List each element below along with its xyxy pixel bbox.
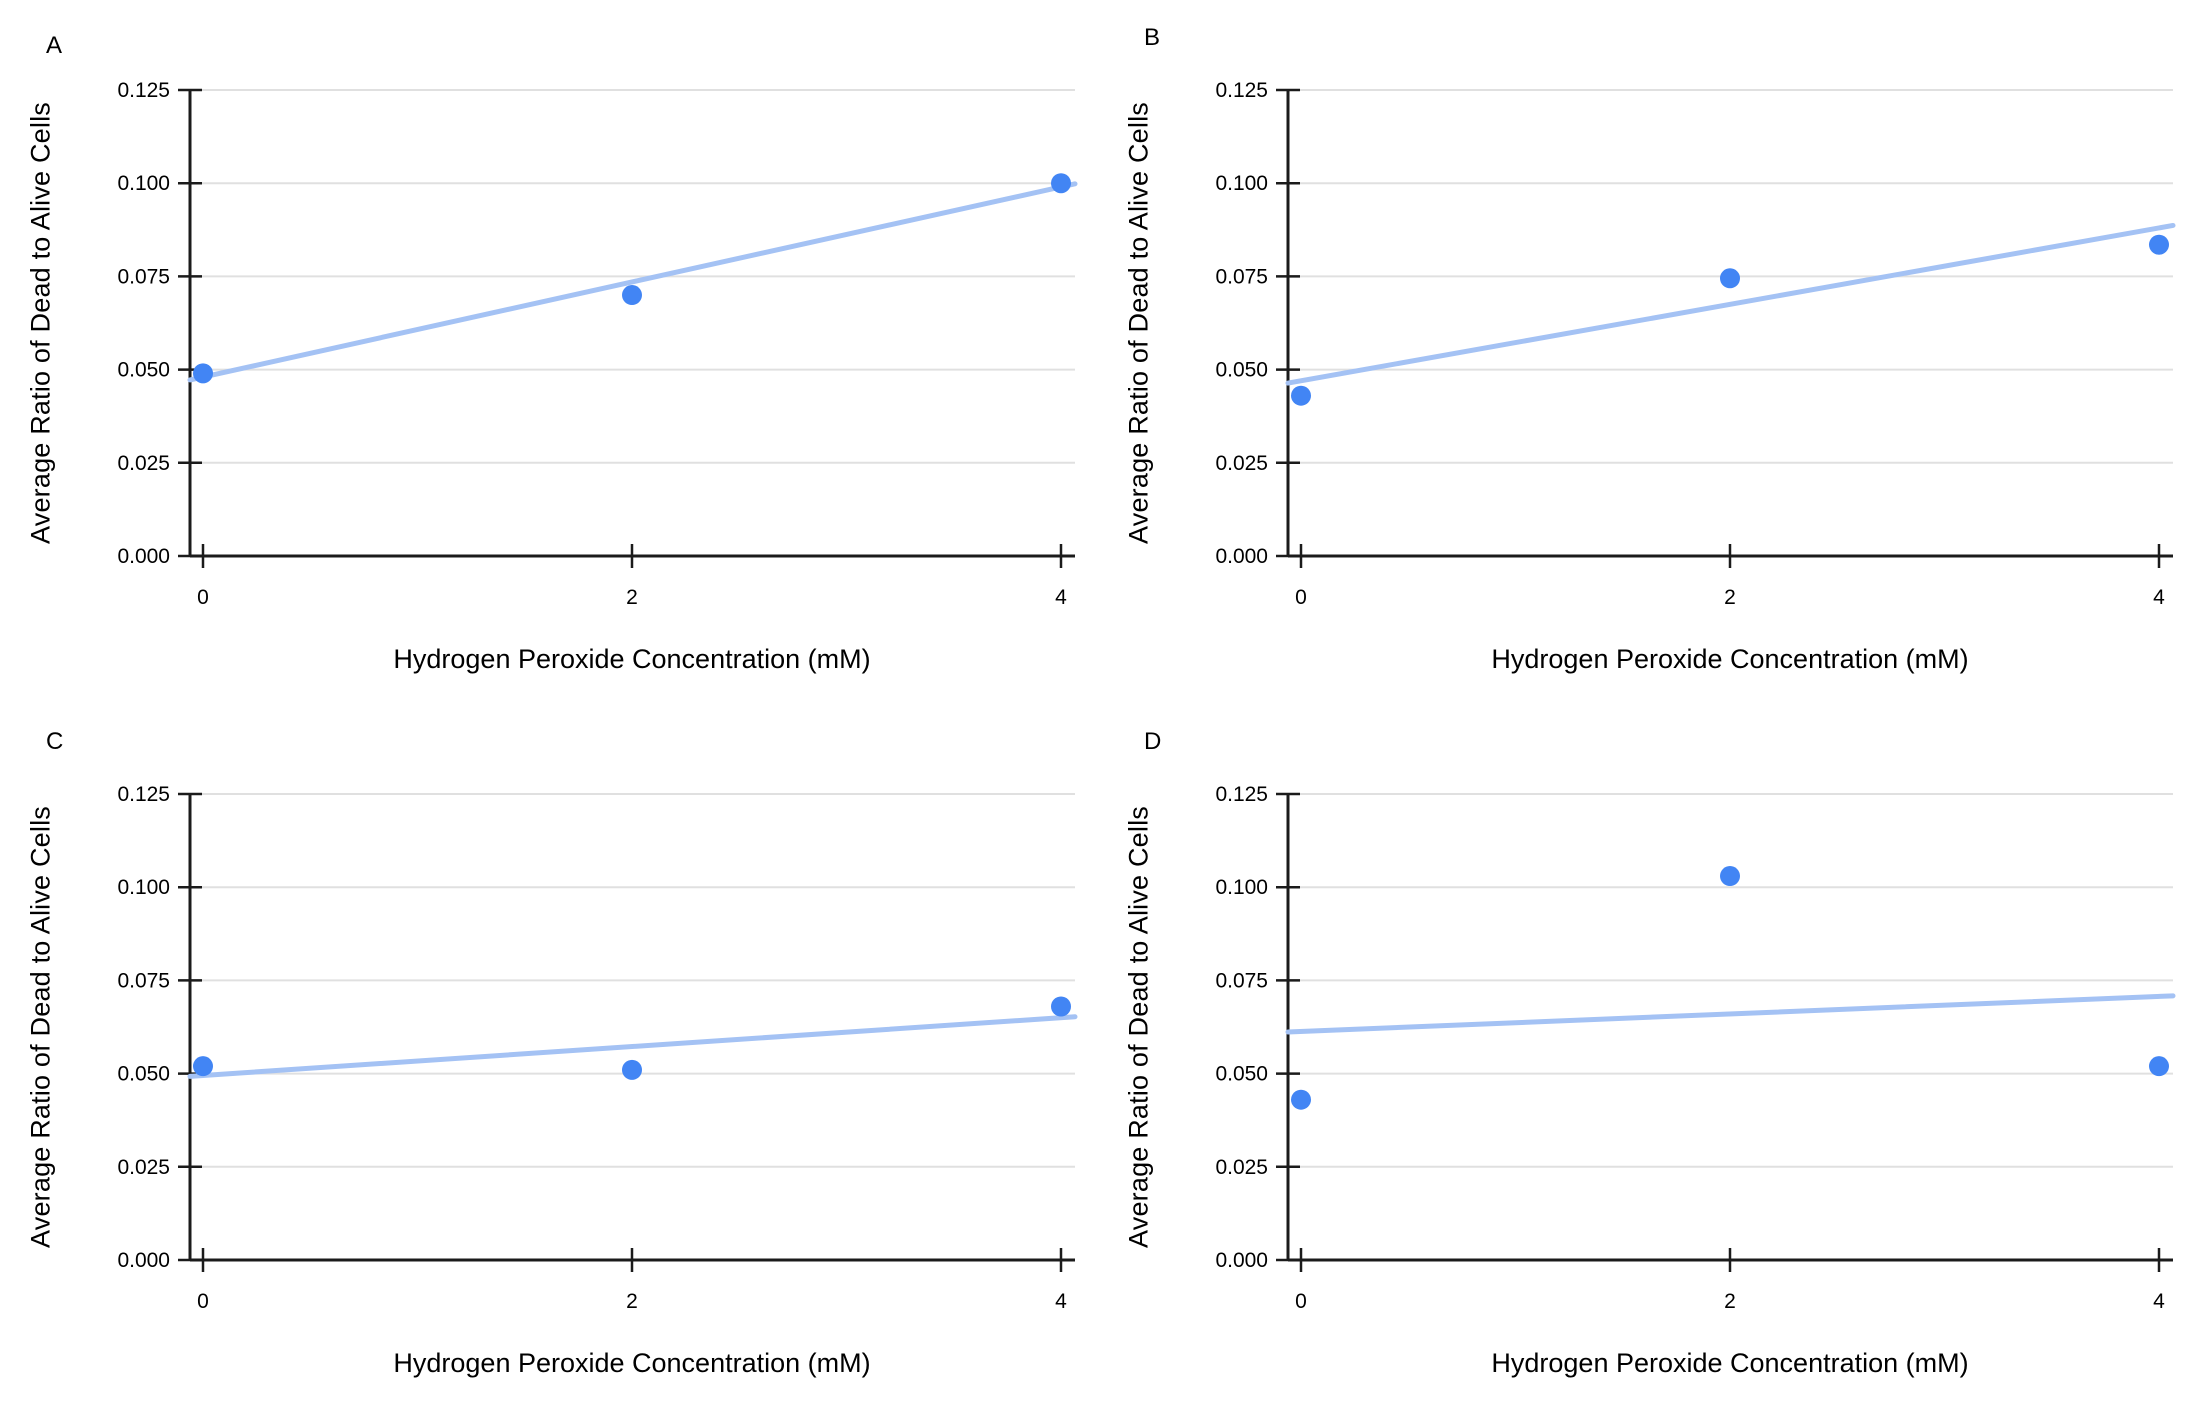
data-point [193,363,213,384]
data-point [1051,996,1071,1017]
y-tick-label: 0.000 [117,545,170,568]
y-tick-label: 0.000 [1215,545,1268,568]
x-axis-title-a: Hydrogen Peroxide Concentration (mM) [393,644,871,674]
y-tick-label: 0.075 [117,265,170,288]
trendline [1285,993,2176,1035]
y-tick-label: 0.050 [117,1063,170,1086]
x-tick-label: 0 [1295,1290,1307,1313]
trendline [187,181,1078,383]
data-point [1291,1089,1311,1110]
y-tick-label: 0.125 [117,783,170,806]
data-point [1720,866,1740,887]
x-axis-title-c: Hydrogen Peroxide Concentration (mM) [393,1348,871,1378]
y-tick-label: 0.125 [1215,79,1268,102]
x-axis-title-d: Hydrogen Peroxide Concentration (mM) [1491,1348,1969,1378]
x-tick-label: 2 [626,586,638,609]
x-tick-label: 4 [2153,1290,2165,1313]
x-tick-label: 0 [197,1290,209,1313]
y-tick-label: 0.050 [117,359,170,382]
data-point [622,285,642,306]
y-tick-label: 0.100 [1215,172,1268,195]
y-tick-label: 0.000 [117,1249,170,1272]
y-tick-label: 0.100 [117,172,170,195]
panel-label-b: B [1144,24,1161,51]
y-tick-label: 0.100 [117,876,170,899]
x-tick-label: 2 [626,1290,638,1313]
y-tick-label: 0.025 [117,452,170,475]
data-point [2149,234,2169,255]
x-axis-title-b: Hydrogen Peroxide Concentration (mM) [1491,644,1969,674]
y-tick-label: 0.050 [1215,359,1268,382]
x-tick-label: 2 [1724,1290,1736,1313]
x-tick-label: 2 [1724,586,1736,609]
y-tick-label: 0.100 [1215,876,1268,899]
y-tick-label: 0.075 [1215,969,1268,992]
y-tick-label: 0.075 [1215,265,1268,288]
y-tick-label: 0.000 [1215,1249,1268,1272]
trendline [1285,222,2176,386]
panel-d: D Average Ratio of Dead to Alive Cells 0… [1098,704,2196,1408]
scatter-plot-b: 0.000 0.025 0.050 0.075 0.100 0.125 0 2 4 [1215,79,2176,609]
data-point [193,1056,213,1077]
x-tick-label: 0 [197,586,209,609]
panel-b: B Average Ratio of Dead to Alive Cells 0… [1098,0,2196,704]
y-tick-label: 0.075 [117,969,170,992]
y-tick-label: 0.050 [1215,1063,1268,1086]
scatter-plot-d: 0.000 0.025 0.050 0.075 0.100 0.125 0 2 4 [1215,783,2176,1313]
y-tick-label: 0.025 [1215,452,1268,475]
data-point [1051,173,1071,194]
data-point [2149,1056,2169,1077]
x-tick-label: 0 [1295,586,1307,609]
data-point [1291,385,1311,406]
x-tick-label: 4 [1055,1290,1067,1313]
panel-label-c: C [46,728,64,755]
panel-label-a: A [46,32,63,59]
data-point [622,1059,642,1080]
data-point [1720,268,1740,289]
y-tick-label: 0.125 [117,79,170,102]
panel-a: A Average Ratio of Dead to Alive Cells 0… [0,0,1098,704]
x-tick-label: 4 [1055,586,1067,609]
panel-c: C Average Ratio of Dead to Alive Cells 0… [0,704,1098,1408]
trendline [187,1014,1078,1079]
y-tick-label: 0.025 [1215,1156,1268,1179]
scatter-plot-a: 0.000 0.025 0.050 0.075 0.100 0.125 0 2 4 [117,79,1078,609]
x-tick-label: 4 [2153,586,2165,609]
y-tick-label: 0.125 [1215,783,1268,806]
y-tick-label: 0.025 [117,1156,170,1179]
scatter-plot-c: 0.000 0.025 0.050 0.075 0.100 0.125 0 2 4 [117,783,1078,1313]
panel-label-d: D [1144,728,1162,755]
